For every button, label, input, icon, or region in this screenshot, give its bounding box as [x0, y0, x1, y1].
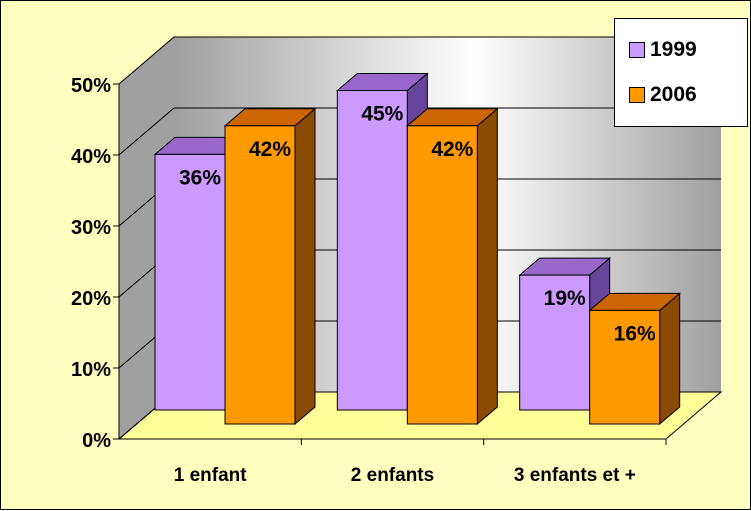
bar-side-2006: [294, 107, 316, 426]
y-tick-label: 40%: [71, 146, 111, 168]
bar-1999: [519, 274, 591, 411]
y-tick-label: 0%: [82, 430, 111, 452]
legend-label-2006: 2006: [650, 83, 697, 106]
x-category-label: 1 enfant: [174, 465, 248, 486]
gridline: [118, 107, 721, 156]
legend-label-1999: 1999: [650, 38, 697, 61]
bar-2006: [224, 125, 296, 425]
legend-item-2006: 2006: [629, 83, 697, 107]
bar-1999: [336, 90, 408, 411]
x-category-label: 3 enfants et +: [514, 465, 636, 486]
gridline: [118, 36, 721, 85]
data-label: 42%: [431, 138, 473, 161]
bar-2006: [406, 125, 478, 425]
data-label: 36%: [179, 166, 221, 189]
bar-2006: [589, 309, 661, 425]
data-label: 45%: [361, 103, 403, 126]
y-tick-label: 50%: [71, 75, 111, 97]
bar-side-2006: [476, 107, 498, 426]
legend-swatch-1999: [629, 42, 645, 58]
data-label: 16%: [614, 322, 656, 345]
bar-side-2006: [659, 292, 681, 426]
y-tick-label: 20%: [71, 288, 111, 310]
bar-1999: [154, 153, 226, 411]
legend-swatch-2006: [629, 87, 645, 103]
x-category-label: 2 enfants: [351, 465, 434, 486]
y-tick-label: 30%: [71, 217, 111, 239]
data-label: 19%: [544, 287, 586, 310]
legend: 1999 2006: [614, 18, 748, 127]
data-label: 42%: [249, 138, 291, 161]
y-tick-label: 10%: [71, 359, 111, 381]
legend-item-1999: 1999: [629, 38, 697, 62]
